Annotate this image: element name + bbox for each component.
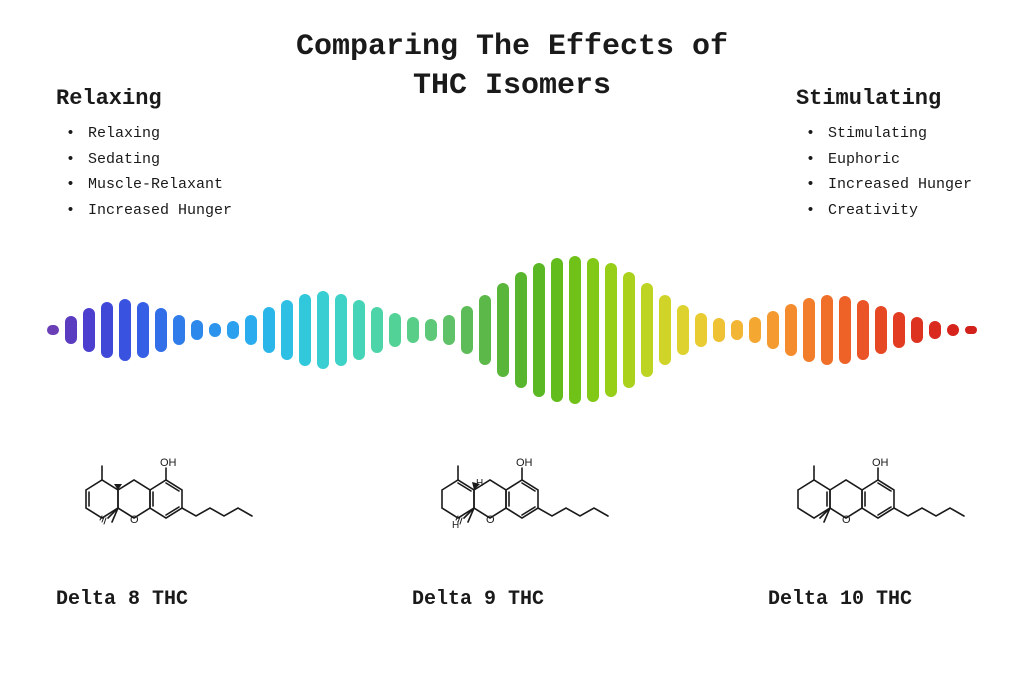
wave-bar <box>659 295 671 365</box>
wave-bar <box>875 306 887 354</box>
molecule-label: Delta 8 THC <box>56 588 188 611</box>
wave-bar <box>749 317 761 343</box>
wave-bar <box>695 313 707 347</box>
svg-text:OH: OH <box>872 457 889 469</box>
wave-bar <box>47 325 59 335</box>
wave-bar <box>713 318 725 342</box>
wave-bar <box>299 294 311 366</box>
wave-bar <box>605 263 617 397</box>
molecule-structure-icon: O OH <box>56 450 256 570</box>
wave-bar <box>569 256 581 404</box>
wave-bar <box>497 283 509 377</box>
svg-text:OH: OH <box>516 457 533 469</box>
wave-bar <box>191 320 203 340</box>
wave-bar <box>83 308 95 352</box>
list-item: Increased Hunger <box>806 172 972 198</box>
wave-bar <box>461 306 473 354</box>
wave-bar <box>893 312 905 348</box>
wave-bar <box>317 291 329 369</box>
wave-bar <box>767 311 779 349</box>
wave-bar <box>821 295 833 365</box>
list-item: Sedating <box>66 147 232 173</box>
list-item: Increased Hunger <box>66 198 232 224</box>
svg-text:O: O <box>842 514 851 526</box>
wave-bar <box>209 323 221 337</box>
list-item: Muscle-Relaxant <box>66 172 232 198</box>
stimulating-list: Stimulating Euphoric Increased Hunger Cr… <box>796 121 972 223</box>
molecule-structure-icon: O H H OH <box>412 450 612 570</box>
wave-bar <box>101 302 113 358</box>
wave-bar <box>965 326 977 334</box>
wave-bar <box>803 298 815 362</box>
wave-bar <box>335 294 347 366</box>
wave-bar <box>119 299 131 361</box>
svg-text:O: O <box>130 514 139 526</box>
list-item: Stimulating <box>806 121 972 147</box>
wave-bar <box>479 295 491 365</box>
stimulating-heading: Stimulating <box>796 86 972 111</box>
molecule-delta-10: O OH Delta 10 THC <box>768 450 968 611</box>
wave-bar <box>137 302 149 358</box>
wave-bar <box>371 307 383 353</box>
wave-bar <box>929 321 941 339</box>
wave-bar <box>281 300 293 360</box>
wave-bar <box>533 263 545 397</box>
wave-bar <box>407 317 419 343</box>
molecule-label: Delta 9 THC <box>412 588 544 611</box>
wave-bar <box>263 307 275 353</box>
molecule-delta-8: O OH <box>56 450 256 611</box>
wave-bar <box>389 313 401 347</box>
molecule-structure-icon: O OH <box>768 450 968 570</box>
wave-bar <box>623 272 635 388</box>
wave-bar <box>173 315 185 345</box>
wave-bar <box>551 258 563 402</box>
molecules-row: O OH <box>0 450 1024 611</box>
relaxing-effects-panel: Relaxing Relaxing Sedating Muscle-Relaxa… <box>56 86 232 223</box>
molecule-delta-9: O H H OH Delta 9 TH <box>412 450 612 611</box>
wave-bar <box>857 300 869 360</box>
molecule-label: Delta 10 THC <box>768 588 912 611</box>
wave-bar <box>443 315 455 345</box>
wave-bar <box>839 296 851 364</box>
relaxing-list: Relaxing Sedating Muscle-Relaxant Increa… <box>56 121 232 223</box>
wave-bar <box>947 324 959 336</box>
relaxing-heading: Relaxing <box>56 86 232 111</box>
wave-bar <box>911 317 923 343</box>
list-item: Relaxing <box>66 121 232 147</box>
title-line-1: Comparing The Effects of <box>0 28 1024 67</box>
svg-text:OH: OH <box>160 457 177 469</box>
wave-bar <box>641 283 653 377</box>
wave-bar <box>155 308 167 352</box>
list-item: Creativity <box>806 198 972 224</box>
list-item: Euphoric <box>806 147 972 173</box>
spectrum-waveform <box>0 240 1024 420</box>
wave-bar <box>227 321 239 339</box>
wave-bar <box>425 319 437 341</box>
wave-bar <box>515 272 527 388</box>
wave-bar <box>65 316 77 344</box>
wave-bar <box>677 305 689 355</box>
wave-bar <box>587 258 599 402</box>
stimulating-effects-panel: Stimulating Stimulating Euphoric Increas… <box>796 86 972 223</box>
wave-bar <box>353 300 365 360</box>
svg-text:O: O <box>486 514 495 526</box>
wave-bar <box>245 315 257 345</box>
wave-bar <box>731 320 743 340</box>
wave-bar <box>785 304 797 356</box>
